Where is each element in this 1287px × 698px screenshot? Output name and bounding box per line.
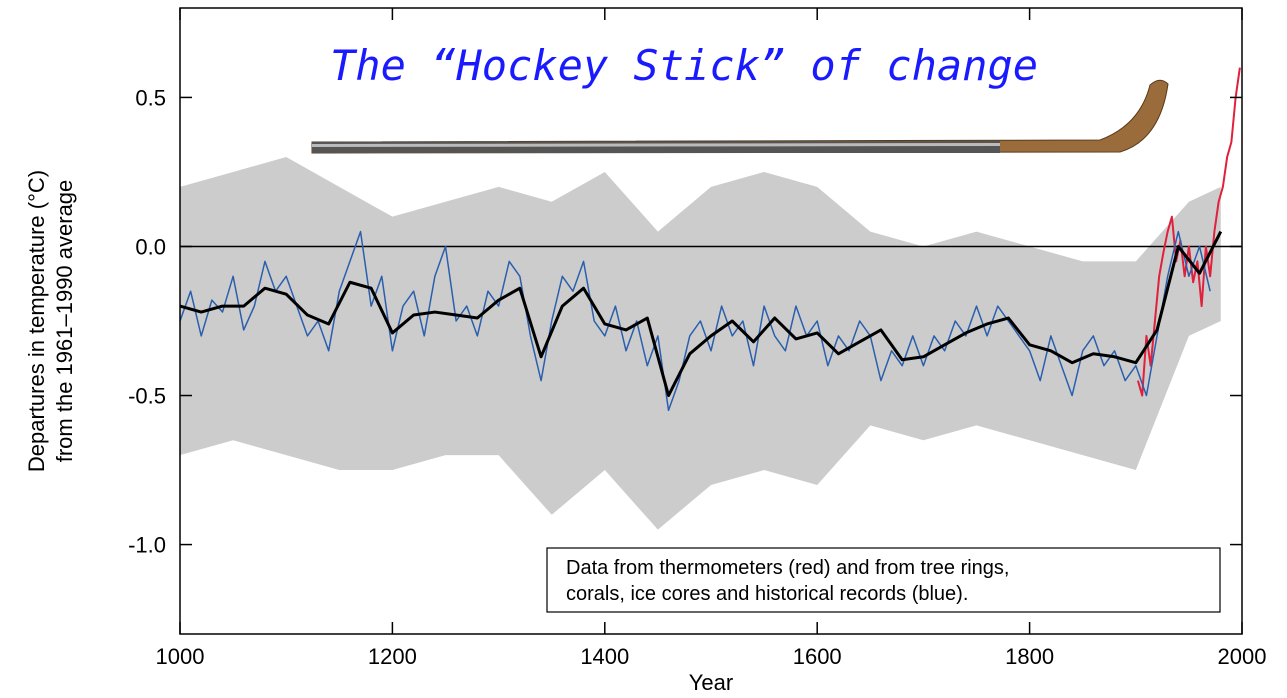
plot-frame [179, 7, 1243, 635]
y-axis-label: from the 1961–1990 average [52, 180, 77, 463]
series-line [1136, 67, 1241, 397]
y-tick-label: 0.5 [135, 85, 166, 110]
y-tick-label: -1.0 [128, 533, 166, 558]
y-axis-label: Departures in temperature (°C) [24, 170, 49, 472]
annotation: corals, ice cores and historical records… [566, 583, 968, 605]
x-tick-label: 1200 [368, 644, 417, 669]
x-tick-label: 1000 [156, 644, 205, 669]
x-tick-label: 1600 [793, 644, 842, 669]
annotation: Data from thermometers (red) and from tr… [566, 557, 1009, 579]
x-tick-label: 2000 [1218, 644, 1267, 669]
chart-title: The “Hockey Stick” of change [330, 41, 1038, 90]
x-axis-label: Year [689, 670, 733, 695]
x-tick-label: 1400 [580, 644, 629, 669]
y-tick-label: 0.0 [135, 234, 166, 259]
series-line [179, 230, 1223, 398]
annotation-box [546, 547, 1221, 613]
plot [179, 67, 1242, 530]
y-tick-label: -0.5 [128, 384, 166, 409]
series-line [179, 230, 1211, 412]
hockey-stick-graphic [311, 79, 1169, 154]
x-tick-label: 1800 [1005, 644, 1054, 669]
